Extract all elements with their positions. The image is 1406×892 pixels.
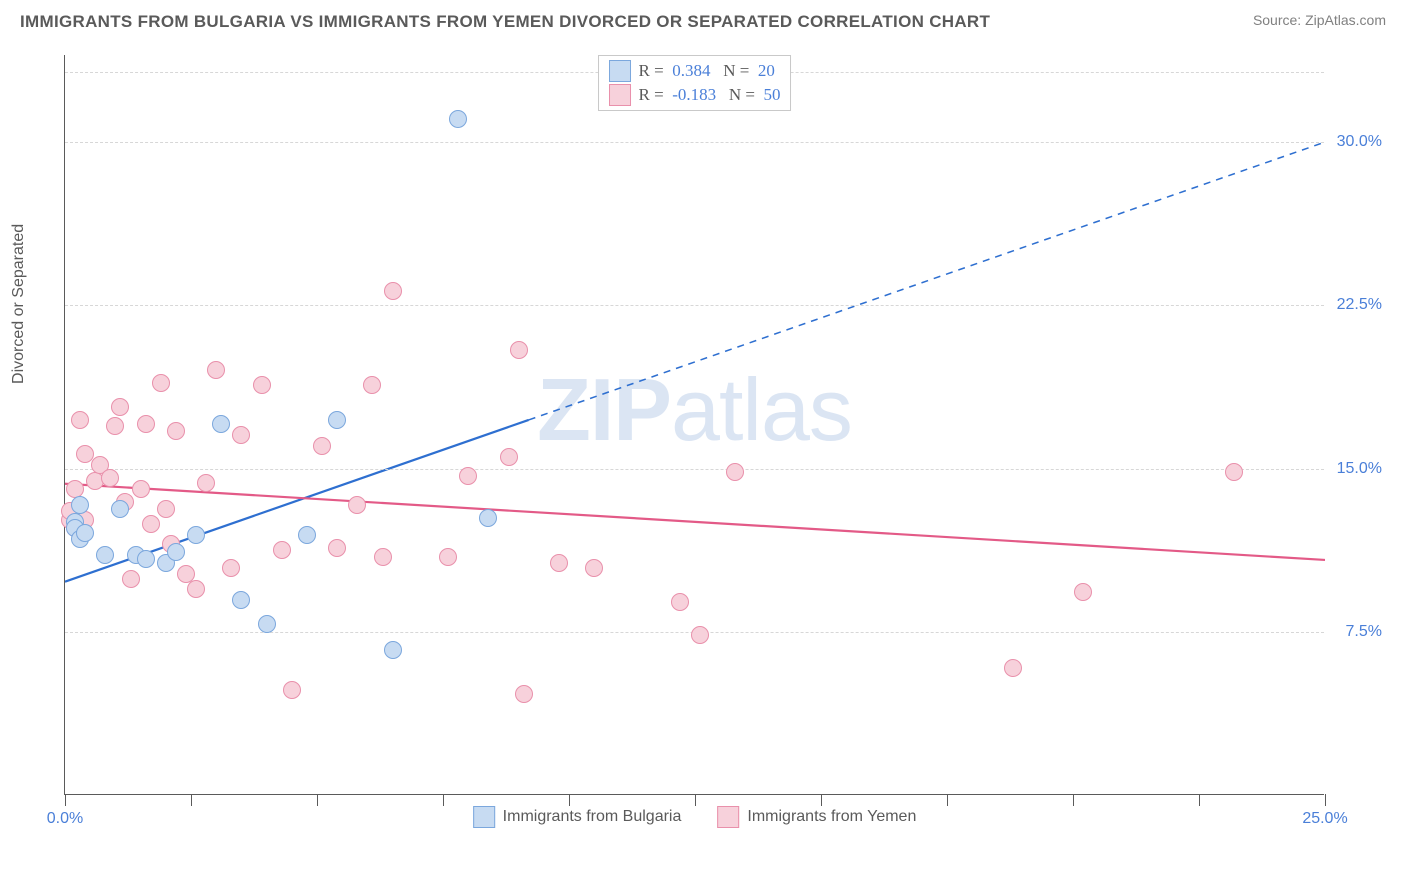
gridline [65,305,1324,306]
chart-title: IMMIGRANTS FROM BULGARIA VS IMMIGRANTS F… [20,12,990,32]
y-tick-label: 15.0% [1337,460,1382,478]
data-point [313,437,331,455]
legend-swatch [609,60,631,82]
data-point [691,626,709,644]
legend-item: Immigrants from Bulgaria [473,806,682,828]
legend-label: Immigrants from Yemen [747,808,916,826]
data-point [222,559,240,577]
data-point [232,591,250,609]
x-tick [65,794,66,806]
data-point [384,641,402,659]
legend-stat-row: R = 0.384 N = 20 [609,60,781,82]
data-point [71,496,89,514]
x-tick [1325,794,1326,806]
x-tick-label: 25.0% [1302,810,1347,828]
x-tick [569,794,570,806]
legend-swatch [717,806,739,828]
legend-stat-text: R = 0.384 N = 20 [639,61,775,81]
x-tick [947,794,948,806]
data-point [328,411,346,429]
data-point [96,546,114,564]
x-tick [695,794,696,806]
x-tick [1199,794,1200,806]
y-axis-label: Divorced or Separated [10,224,28,384]
data-point [479,509,497,527]
data-point [1074,583,1092,601]
legend-item: Immigrants from Yemen [717,806,916,828]
legend-swatch [473,806,495,828]
data-point [459,467,477,485]
data-point [152,374,170,392]
source-label: Source: ZipAtlas.com [1253,12,1386,28]
data-point [207,361,225,379]
data-point [298,526,316,544]
data-point [500,448,518,466]
y-tick-label: 30.0% [1337,133,1382,151]
data-point [157,500,175,518]
data-point [1225,463,1243,481]
correlation-legend: R = 0.384 N = 20 R = -0.183 N = 50 [598,55,792,111]
data-point [137,415,155,433]
data-point [111,500,129,518]
x-tick [1073,794,1074,806]
x-tick [191,794,192,806]
data-point [212,415,230,433]
legend-stat-text: R = -0.183 N = 50 [639,85,781,105]
data-point [363,376,381,394]
plot-area: ZIPatlas R = 0.384 N = 20 R = -0.183 N = … [64,55,1324,795]
data-point [167,543,185,561]
data-point [550,554,568,572]
chart-container: Divorced or Separated ZIPatlas R = 0.384… [24,45,1384,865]
series-legend: Immigrants from Bulgaria Immigrants from … [459,806,931,828]
data-point [273,541,291,559]
data-point [510,341,528,359]
data-point [111,398,129,416]
legend-label: Immigrants from Bulgaria [503,808,682,826]
data-point [137,550,155,568]
y-tick-label: 22.5% [1337,296,1382,314]
data-point [439,548,457,566]
data-point [328,539,346,557]
data-point [197,474,215,492]
data-point [187,526,205,544]
data-point [384,282,402,300]
data-point [132,480,150,498]
data-point [258,615,276,633]
data-point [671,593,689,611]
data-point [374,548,392,566]
trend-lines [65,55,1325,795]
x-tick-label: 0.0% [47,810,83,828]
data-point [515,685,533,703]
data-point [76,524,94,542]
watermark: ZIPatlas [537,359,852,461]
gridline [65,142,1324,143]
x-tick [821,794,822,806]
data-point [106,417,124,435]
data-point [101,469,119,487]
data-point [122,570,140,588]
data-point [348,496,366,514]
data-point [167,422,185,440]
gridline [65,469,1324,470]
x-tick [443,794,444,806]
data-point [283,681,301,699]
data-point [232,426,250,444]
data-point [1004,659,1022,677]
data-point [585,559,603,577]
data-point [71,411,89,429]
data-point [253,376,271,394]
data-point [187,580,205,598]
x-tick [317,794,318,806]
data-point [726,463,744,481]
legend-stat-row: R = -0.183 N = 50 [609,84,781,106]
y-tick-label: 7.5% [1346,623,1382,641]
data-point [449,110,467,128]
data-point [142,515,160,533]
legend-swatch [609,84,631,106]
